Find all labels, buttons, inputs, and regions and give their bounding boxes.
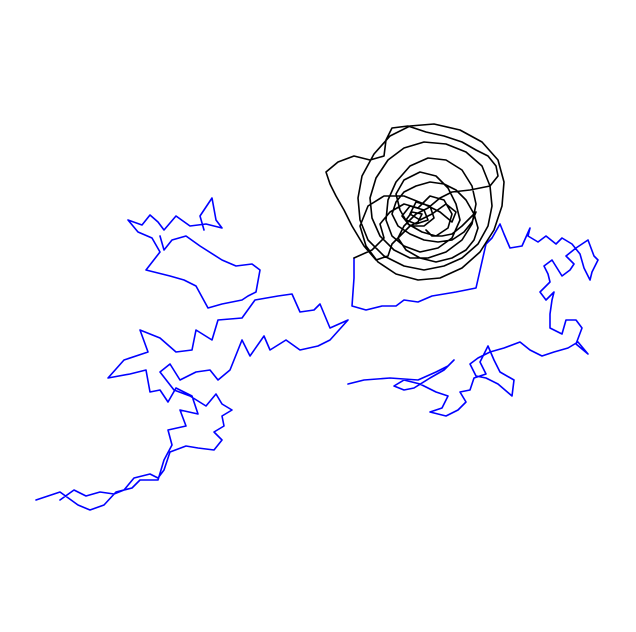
series-line-walk-a <box>36 294 348 510</box>
series-line-spiral <box>326 124 504 280</box>
series-layer <box>36 124 598 510</box>
series-line-walk-c <box>348 224 598 416</box>
series-line-walk-b <box>128 198 260 308</box>
